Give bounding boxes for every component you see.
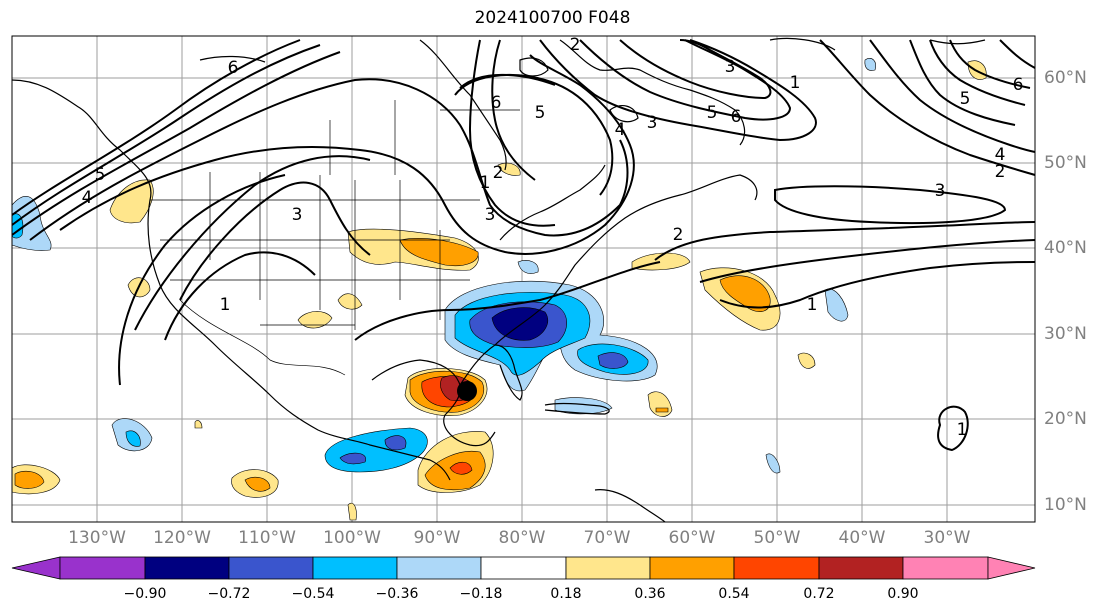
negative-anomaly-pacific-core xyxy=(125,430,141,447)
positive-anomaly-pacific-south-core xyxy=(14,470,45,489)
contour-label: 5 xyxy=(707,103,718,123)
longitude-label: 110°W xyxy=(238,528,296,548)
contour-label: 3 xyxy=(647,113,658,133)
contour-label: 1 xyxy=(220,295,231,315)
negative-anomaly-greenland xyxy=(864,58,877,71)
contour-label: 1 xyxy=(957,420,968,440)
longitude-label: 80°W xyxy=(498,528,546,548)
negative-anomaly-ohio xyxy=(517,260,539,274)
positive-anomaly-hudson xyxy=(497,162,521,176)
contour-label: 3 xyxy=(935,181,946,201)
map-frame xyxy=(11,35,1036,523)
positive-anomaly-mexico-small xyxy=(194,420,203,429)
map-title: 2024100700 F048 xyxy=(474,8,631,28)
positive-anomaly-pacific-mexico-core xyxy=(244,476,271,492)
negative-anomaly-central-america-core xyxy=(339,452,367,465)
colorbar-segment xyxy=(818,556,904,580)
colorbar-tick-label: 0.36 xyxy=(634,586,666,602)
latitude-label: 20°N xyxy=(1044,409,1087,429)
positive-anomaly-caribbean-small xyxy=(347,502,357,521)
contour-label: 4 xyxy=(995,145,1006,165)
contour-label: 5 xyxy=(95,165,106,185)
colorbar-tick-label: −0.54 xyxy=(291,586,335,602)
colorbar-segment xyxy=(59,556,146,580)
longitude-label: 130°W xyxy=(68,528,126,548)
contour-label: 1 xyxy=(790,73,801,93)
longitude-label: 120°W xyxy=(153,528,211,548)
contour-label: 2 xyxy=(570,35,581,55)
positive-anomaly-texas xyxy=(337,293,363,310)
hurricane-center-marker xyxy=(457,381,477,401)
gridlines xyxy=(12,36,1035,522)
negative-anomaly-pacific-west xyxy=(11,196,52,251)
colorbar-segment xyxy=(144,556,230,580)
negative-anomaly-tropical-atlantic xyxy=(765,453,781,474)
colorbar-tick-label: 0.90 xyxy=(887,586,919,602)
latitude-label: 50°N xyxy=(1044,153,1087,173)
contour-label: 5 xyxy=(535,103,546,123)
latitude-label: 60°N xyxy=(1044,68,1087,88)
colorbar-segment xyxy=(733,556,820,580)
longitude-label: 90°W xyxy=(413,528,461,548)
longitude-label: 70°W xyxy=(583,528,631,548)
longitude-label: 40°W xyxy=(838,528,886,548)
colorbar-tick-label: −0.36 xyxy=(375,586,419,602)
positive-anomaly-east-atlantic xyxy=(797,352,816,369)
longitude-label: 50°W xyxy=(753,528,801,548)
contour-label: 2 xyxy=(673,225,684,245)
latitude-label: 10°N xyxy=(1044,495,1087,515)
colorbar-tick-label: −0.18 xyxy=(459,586,503,602)
contour-label: 5 xyxy=(960,89,971,109)
longitude-label: 30°W xyxy=(923,528,971,548)
colorbar-tick-label: −0.90 xyxy=(123,586,167,602)
contour-label: 6 xyxy=(1013,75,1024,95)
contour-label: 1 xyxy=(480,173,491,193)
colorbar-extend-high xyxy=(987,556,1036,580)
colorbar-extend-low xyxy=(11,556,61,580)
negative-anomaly-mid-atlantic xyxy=(824,288,849,322)
colorbar-segment xyxy=(480,556,567,580)
colorbar-tick-label: 0.54 xyxy=(718,586,750,602)
contour-label: 2 xyxy=(995,162,1006,182)
colorbar-segment xyxy=(649,556,735,580)
colorbar-tick-label: 0.18 xyxy=(550,586,582,602)
contour-label: 2 xyxy=(493,163,504,183)
longitude-label: 100°W xyxy=(323,528,381,548)
negative-anomaly-caribbean xyxy=(554,397,613,415)
positive-anomaly-baja xyxy=(297,311,333,329)
contour-label: 3 xyxy=(485,205,496,225)
contour-label: 6 xyxy=(491,93,502,113)
negative-anomaly-central-america-core-2 xyxy=(384,435,407,451)
colorbar xyxy=(11,556,1036,580)
coastlines xyxy=(11,37,986,523)
contour-labels: 6 5 4 3 2 1 6 5 4 3 3 2 1 6 5 4 3 2 1 3 … xyxy=(82,35,1024,440)
colorbar-tick-label: −0.72 xyxy=(207,586,251,602)
longitude-label: 60°W xyxy=(668,528,716,548)
height-contours xyxy=(11,39,1036,452)
colorbar-segment xyxy=(396,556,482,580)
colorbar-tick-label: 0.72 xyxy=(803,586,835,602)
positive-anomaly-west-atlantic-core xyxy=(719,275,771,312)
contour-label: 6 xyxy=(228,58,239,78)
colorbar-segment xyxy=(228,556,314,580)
colorbar-segment xyxy=(902,556,989,580)
colorbar-segment xyxy=(312,556,398,580)
positive-anomaly-yucatan-3 xyxy=(449,461,473,475)
contour-label: 3 xyxy=(292,205,303,225)
contour-label: 4 xyxy=(615,120,626,140)
positive-anomaly-pacific-nw xyxy=(109,179,154,224)
political-boundaries xyxy=(150,100,520,376)
latitude-label: 30°N xyxy=(1044,324,1087,344)
positive-anomaly-great-lakes-core xyxy=(399,238,479,267)
positive-anomaly-atlantic-small-core xyxy=(655,407,669,413)
contour-label: 1 xyxy=(807,295,818,315)
contour-label: 4 xyxy=(82,188,93,208)
latitude-label: 40°N xyxy=(1044,238,1087,258)
contour-label: 6 xyxy=(731,107,742,127)
negative-anomaly-atlantic-east-core xyxy=(597,352,629,369)
contour-label: 3 xyxy=(725,57,736,77)
colorbar-segment xyxy=(565,556,651,580)
